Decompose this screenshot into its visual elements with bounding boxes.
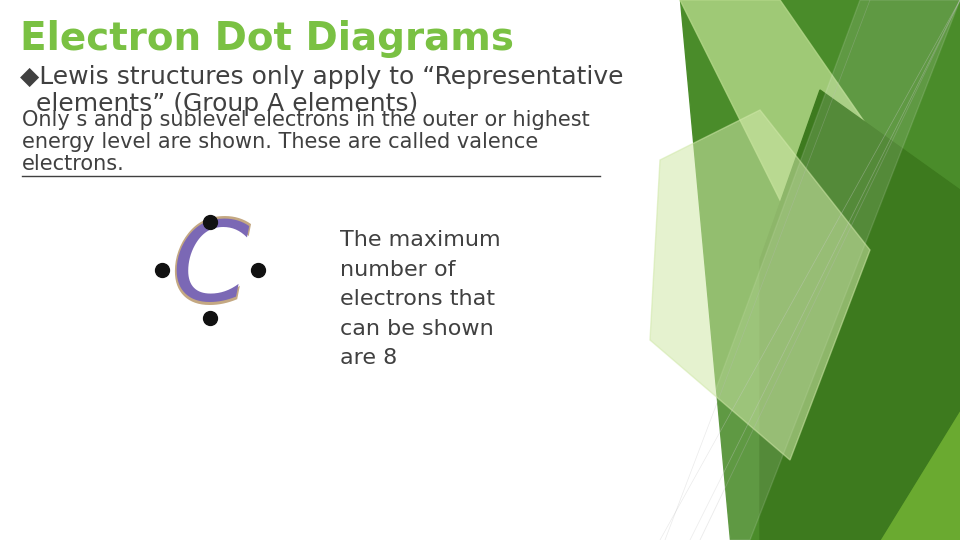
Text: energy level are shown. These are called valence: energy level are shown. These are called…	[22, 132, 539, 152]
Text: elements” (Group A elements): elements” (Group A elements)	[20, 92, 419, 116]
Polygon shape	[870, 0, 960, 540]
Polygon shape	[760, 90, 960, 540]
Polygon shape	[660, 0, 960, 540]
Text: The maximum
number of
electrons that
can be shown
are 8: The maximum number of electrons that can…	[340, 230, 500, 368]
Text: Only s and p sublevel electrons in the outer or highest: Only s and p sublevel electrons in the o…	[22, 110, 589, 130]
Polygon shape	[680, 0, 870, 240]
Point	[155, 266, 170, 274]
Polygon shape	[680, 0, 960, 540]
Text: C: C	[169, 213, 251, 327]
Text: ◆Lewis structures only apply to “Representative: ◆Lewis structures only apply to “Represe…	[20, 65, 623, 89]
Text: electrons.: electrons.	[22, 154, 125, 174]
Point	[203, 314, 218, 322]
Polygon shape	[830, 340, 960, 540]
Point	[203, 218, 218, 226]
Text: C: C	[171, 217, 249, 323]
Polygon shape	[650, 110, 870, 460]
Text: Electron Dot Diagrams: Electron Dot Diagrams	[20, 20, 514, 58]
Point	[251, 266, 266, 274]
